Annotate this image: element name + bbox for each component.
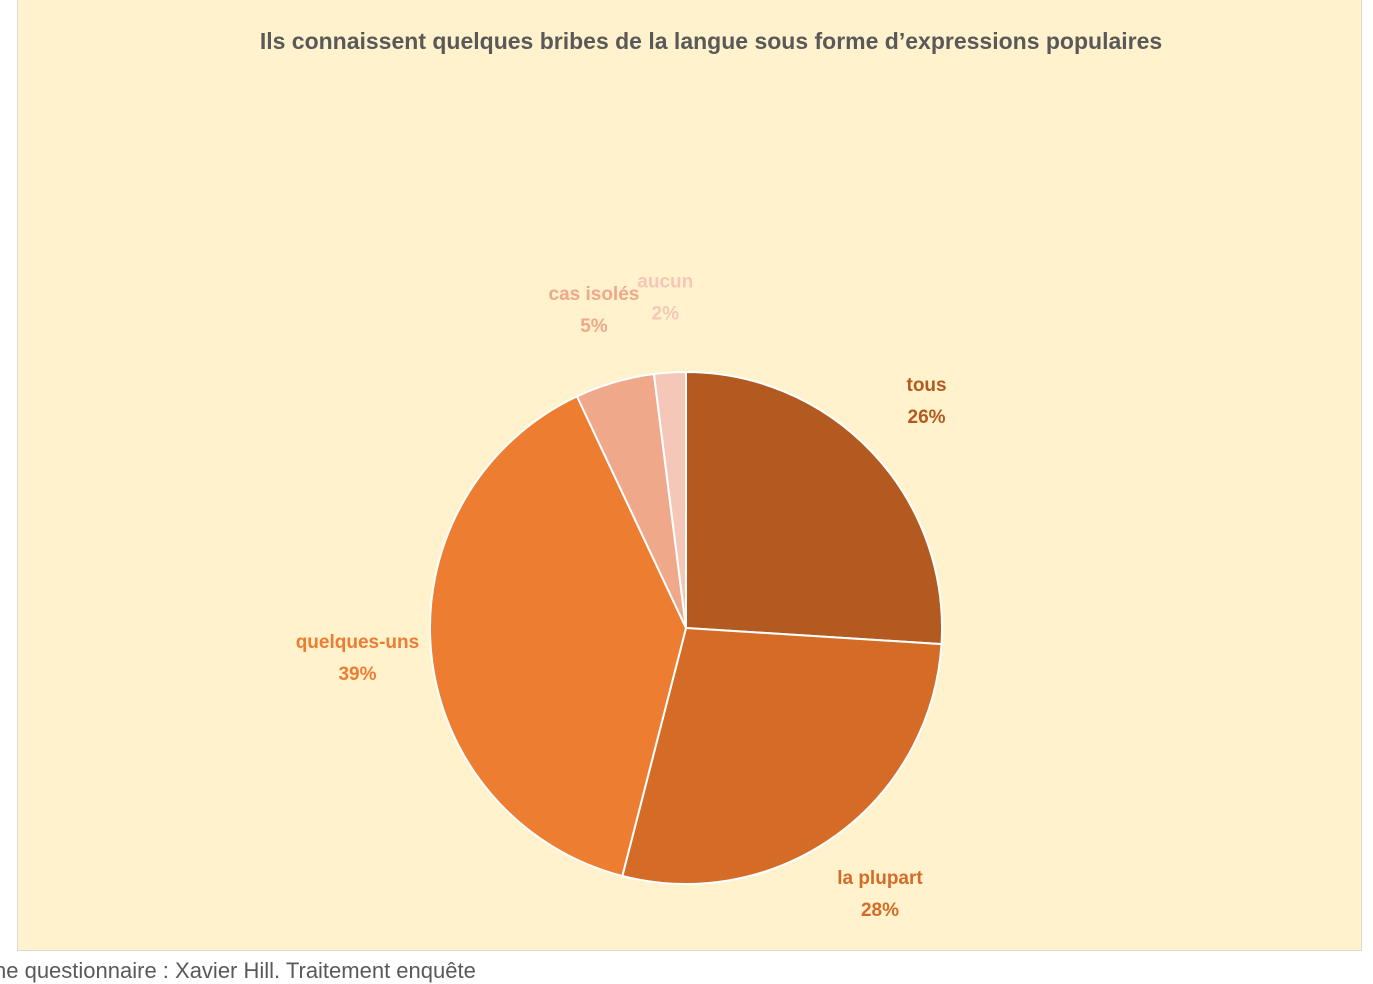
slice-category-label: quelques-uns [296, 632, 420, 653]
pie-slice [621, 626, 943, 885]
pie-slice [429, 395, 688, 878]
slice-category-label: cas isolés [549, 284, 640, 305]
source-note: ne questionnaire : Xavier Hill. Traiteme… [0, 958, 476, 983]
pie-slice [652, 370, 687, 629]
slice-value-label: 2% [652, 304, 680, 325]
slice-category-label: la plupart [837, 868, 923, 889]
slice-category-label: tous [907, 375, 947, 396]
slice-value-label: 26% [908, 407, 946, 428]
slice-value-label: 28% [861, 900, 899, 921]
slice-value-label: 39% [338, 664, 376, 685]
slice-category-label: aucun [637, 272, 693, 293]
chart-title: Ils connaissent quelques bribes de la la… [259, 28, 1163, 54]
slice-value-label: 5% [580, 316, 608, 337]
pie-slice [685, 370, 943, 646]
